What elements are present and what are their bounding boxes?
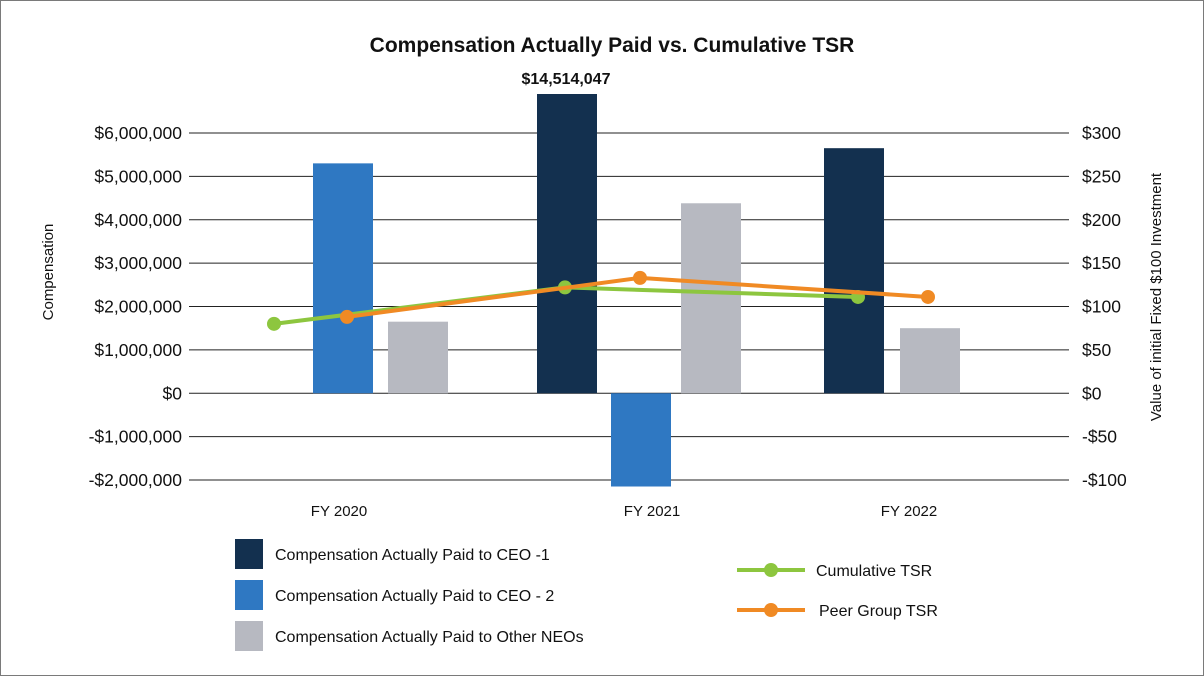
y-tick-label: $6,000,000 (94, 123, 182, 143)
legend-label: Compensation Actually Paid to CEO -1 (275, 547, 550, 564)
legend-label: Compensation Actually Paid to Other NEOs (275, 629, 584, 646)
legend-label: Compensation Actually Paid to CEO - 2 (275, 588, 554, 605)
y2-axis-ticks: $300 $250 $200 $150 $100 $50 $0 -$50 -$100 (1082, 123, 1127, 490)
x-axis-categories: FY 2020 FY 2021 FY 2022 (311, 503, 937, 520)
y-tick-label: -$1,000,000 (89, 427, 183, 447)
bar-other-neos-fy2020 (388, 321, 448, 394)
bar-ceo1-fy2022 (824, 148, 884, 394)
y-tick-label: $5,000,000 (94, 166, 182, 186)
y-axis-ticks: $6,000,000 $5,000,000 $4,000,000 $3,000,000… (89, 123, 183, 490)
y-tick-label: $0 (163, 383, 183, 403)
legend: Compensation Actually Paid to CEO -1 Comp… (235, 539, 938, 651)
y2-tick-label: $300 (1082, 123, 1121, 143)
y2-tick-label: $200 (1082, 210, 1121, 230)
y2-axis-label: Value of initial Fixed $100 Investment (1148, 172, 1165, 421)
x-category-label: FY 2022 (881, 503, 937, 520)
cumulative-tsr-point (267, 316, 281, 331)
y2-tick-label: -$100 (1082, 470, 1127, 490)
legend-label: Cumulative TSR (816, 563, 932, 580)
bars (313, 94, 960, 487)
legend-label: Peer Group TSR (819, 603, 938, 620)
bar-other-neos-fy2021 (681, 203, 741, 394)
y2-tick-label: $0 (1082, 383, 1102, 403)
legend-swatch (235, 621, 263, 651)
y2-tick-label: $250 (1082, 166, 1121, 186)
tsr-lines (267, 270, 935, 331)
peer-group-tsr-point (633, 270, 647, 285)
y-tick-label: $3,000,000 (94, 253, 182, 273)
data-label-ceo1-fy2021: $14,514,047 (522, 71, 611, 88)
peer-group-tsr-point (921, 289, 935, 304)
legend-marker (764, 603, 778, 617)
y2-tick-label: $150 (1082, 253, 1121, 273)
y-tick-label: -$2,000,000 (89, 470, 183, 490)
y2-tick-label: $100 (1082, 297, 1121, 317)
y-tick-label: $1,000,000 (94, 340, 182, 360)
legend-swatch (235, 580, 263, 610)
y-tick-label: $2,000,000 (94, 297, 182, 317)
bar-ceo2-fy2020 (313, 163, 373, 394)
legend-marker (764, 563, 778, 577)
legend-swatch (235, 539, 263, 569)
chart-title: Compensation Actually Paid vs. Cumulativ… (370, 34, 855, 57)
bar-ceo2-fy2021 (611, 393, 671, 487)
peer-group-tsr-point (340, 309, 354, 324)
y-axis-label: Compensation (40, 224, 57, 321)
x-category-label: FY 2021 (624, 503, 680, 520)
bar-other-neos-fy2022 (900, 328, 960, 394)
x-category-label: FY 2020 (311, 503, 367, 520)
y2-tick-label: -$50 (1082, 427, 1117, 447)
bar-ceo1-fy2021 (537, 94, 597, 394)
y-tick-label: $4,000,000 (94, 210, 182, 230)
y2-tick-label: $50 (1082, 340, 1111, 360)
